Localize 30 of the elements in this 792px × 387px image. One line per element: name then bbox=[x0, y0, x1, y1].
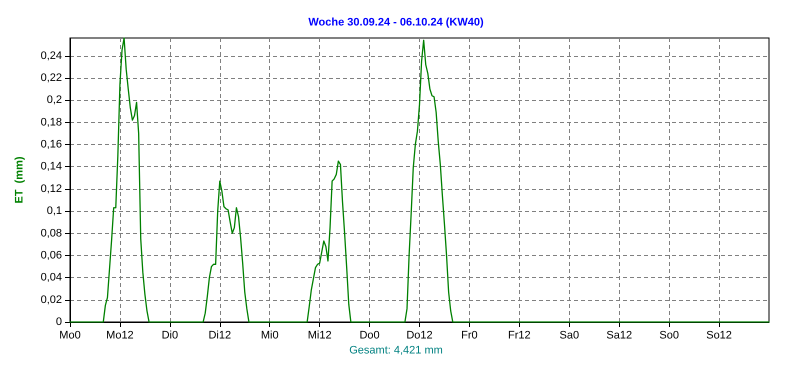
x-tick-label: Mo12 bbox=[106, 330, 134, 342]
x-tick-label: Mo0 bbox=[59, 330, 81, 342]
y-tick-label: 0,06 bbox=[40, 249, 62, 262]
y-tick-label: 0,24 bbox=[40, 50, 62, 62]
y-tick-label: 0,16 bbox=[40, 138, 62, 150]
x-tick-label: Do12 bbox=[406, 330, 433, 342]
y-tick-label: 0 bbox=[56, 316, 62, 328]
x-tick-label: Sa12 bbox=[606, 330, 632, 342]
y-tick-label: 0,22 bbox=[40, 72, 62, 84]
x-tick-label: Di12 bbox=[208, 330, 232, 342]
y-tick-label: 0,1 bbox=[46, 205, 62, 218]
x-tick-label: Fr0 bbox=[461, 330, 478, 342]
y-tick-label: 0,12 bbox=[40, 182, 62, 195]
y-tick-label: 0,2 bbox=[46, 94, 62, 106]
x-tick-label: Sa0 bbox=[559, 330, 580, 342]
y-axis-title: ET (mm) bbox=[14, 156, 26, 204]
x-tick-label: Di0 bbox=[162, 330, 178, 342]
x-tick-label: Fr12 bbox=[508, 330, 531, 342]
y-tick-label: 0,08 bbox=[40, 227, 62, 240]
text: Gesamt: 4,421 mm bbox=[349, 344, 443, 356]
x-tick-label: Mi0 bbox=[260, 330, 279, 342]
chart-title: Woche 30.09.24 - 06.10.24 (KW40) bbox=[308, 16, 484, 28]
x-tick-label: Mi12 bbox=[308, 330, 332, 342]
x-tick-label: So12 bbox=[706, 330, 732, 342]
y-tick-label: 0,14 bbox=[40, 160, 62, 173]
y-tick-label: 0,04 bbox=[40, 272, 62, 284]
x-tick-label: Do0 bbox=[359, 330, 380, 342]
x-tick-label: So0 bbox=[659, 330, 679, 342]
y-tick-label: 0,02 bbox=[40, 294, 62, 306]
y-tick-label: 0,18 bbox=[40, 116, 62, 128]
